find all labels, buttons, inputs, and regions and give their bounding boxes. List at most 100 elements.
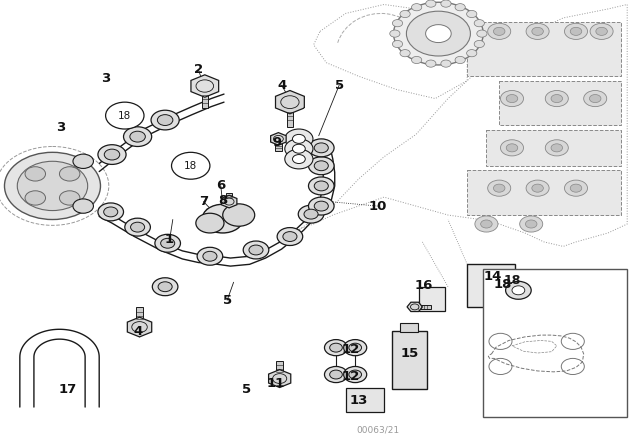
Text: 11: 11: [266, 376, 284, 390]
Circle shape: [243, 241, 269, 259]
Circle shape: [158, 282, 172, 292]
Circle shape: [125, 218, 150, 236]
Circle shape: [526, 180, 549, 196]
Polygon shape: [276, 361, 283, 379]
Circle shape: [314, 161, 328, 171]
Polygon shape: [136, 307, 143, 327]
Text: 10: 10: [369, 199, 387, 213]
Polygon shape: [269, 370, 291, 388]
Bar: [346, 388, 384, 412]
Circle shape: [488, 180, 511, 196]
Circle shape: [277, 228, 303, 246]
Bar: [486, 130, 621, 166]
Circle shape: [400, 50, 410, 57]
Text: 12: 12: [342, 370, 360, 383]
Circle shape: [17, 161, 88, 211]
Circle shape: [532, 184, 543, 192]
Circle shape: [493, 184, 505, 192]
Circle shape: [467, 50, 477, 57]
Circle shape: [406, 11, 470, 56]
Circle shape: [584, 90, 607, 107]
Circle shape: [525, 220, 537, 228]
Circle shape: [285, 129, 313, 149]
Circle shape: [506, 144, 518, 152]
Circle shape: [545, 90, 568, 107]
Circle shape: [161, 238, 175, 248]
Circle shape: [292, 134, 305, 143]
Circle shape: [25, 191, 45, 205]
Polygon shape: [127, 317, 152, 337]
Circle shape: [60, 167, 80, 181]
Text: 4: 4: [277, 78, 286, 92]
Circle shape: [131, 222, 145, 232]
Circle shape: [157, 115, 173, 125]
Circle shape: [532, 27, 543, 35]
Circle shape: [330, 343, 342, 352]
Circle shape: [474, 40, 484, 47]
Circle shape: [104, 207, 118, 217]
Circle shape: [596, 27, 607, 35]
Circle shape: [394, 2, 483, 65]
Circle shape: [392, 40, 403, 47]
Circle shape: [475, 216, 498, 232]
Circle shape: [98, 203, 124, 221]
Polygon shape: [271, 133, 286, 145]
Bar: [499, 81, 621, 125]
Circle shape: [124, 127, 152, 146]
Text: 12: 12: [342, 343, 360, 356]
Text: 18: 18: [118, 111, 131, 121]
Circle shape: [512, 286, 525, 295]
Text: 18: 18: [493, 278, 511, 291]
Circle shape: [551, 144, 563, 152]
Polygon shape: [226, 193, 232, 202]
Bar: [483, 269, 627, 417]
Polygon shape: [275, 139, 282, 151]
Circle shape: [4, 152, 100, 220]
Circle shape: [308, 139, 334, 157]
Circle shape: [249, 245, 263, 255]
Text: 2: 2: [194, 63, 203, 76]
Text: 14: 14: [484, 270, 502, 284]
Circle shape: [455, 4, 465, 11]
Circle shape: [570, 184, 582, 192]
Circle shape: [202, 204, 243, 233]
Text: 15: 15: [401, 347, 419, 361]
Text: 9: 9: [272, 136, 281, 149]
Bar: [392, 331, 427, 389]
Text: 8: 8: [218, 194, 227, 207]
Circle shape: [308, 177, 334, 195]
Circle shape: [455, 56, 465, 64]
Text: 6: 6: [216, 179, 225, 193]
Circle shape: [308, 197, 334, 215]
Circle shape: [73, 199, 93, 213]
Text: 5: 5: [223, 293, 232, 307]
Circle shape: [130, 131, 145, 142]
Circle shape: [330, 370, 342, 379]
Circle shape: [314, 181, 328, 191]
Circle shape: [520, 216, 543, 232]
Circle shape: [551, 95, 563, 103]
Text: 18: 18: [503, 273, 521, 287]
Circle shape: [98, 145, 126, 164]
Text: 00063/21: 00063/21: [356, 426, 399, 435]
Text: 13: 13: [349, 394, 367, 408]
Circle shape: [197, 247, 223, 265]
Circle shape: [564, 23, 588, 39]
Circle shape: [392, 20, 403, 27]
Circle shape: [196, 213, 224, 233]
Circle shape: [493, 27, 505, 35]
Circle shape: [324, 340, 348, 356]
Polygon shape: [287, 102, 293, 127]
Circle shape: [273, 374, 287, 383]
Circle shape: [526, 23, 549, 39]
Text: 16: 16: [415, 279, 433, 293]
Circle shape: [292, 155, 305, 164]
Circle shape: [155, 234, 180, 252]
Circle shape: [281, 96, 299, 108]
Polygon shape: [415, 305, 431, 309]
Circle shape: [349, 343, 362, 352]
Circle shape: [132, 322, 147, 332]
Polygon shape: [202, 86, 208, 108]
Polygon shape: [407, 302, 422, 311]
Circle shape: [285, 139, 313, 159]
